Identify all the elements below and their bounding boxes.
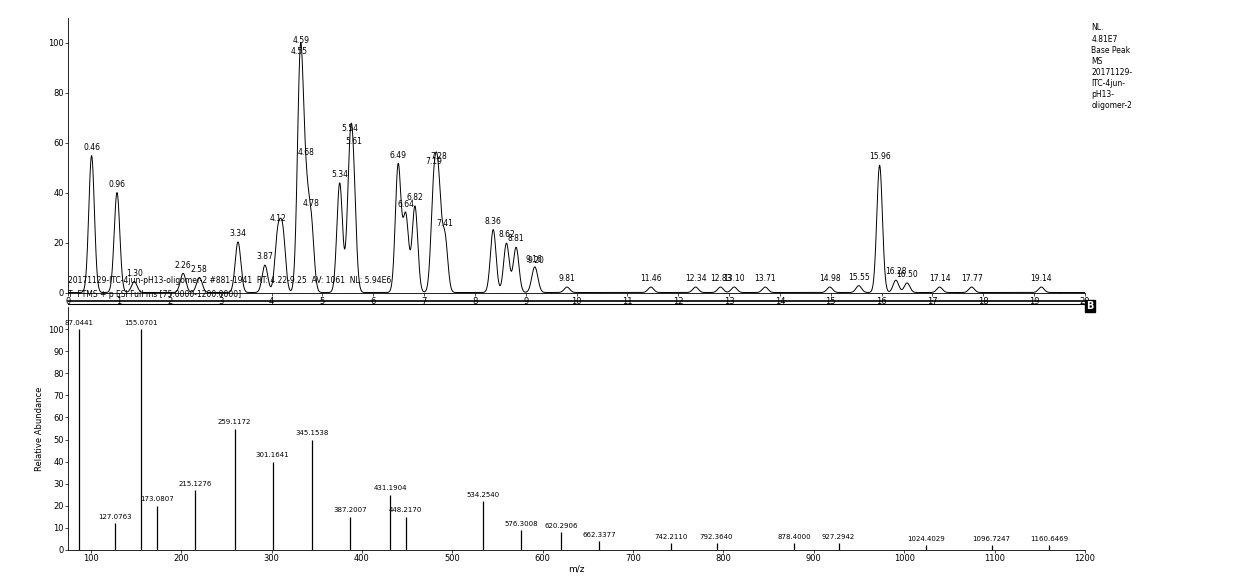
Text: 15.96: 15.96: [869, 153, 890, 161]
Text: 3.34: 3.34: [229, 229, 247, 238]
Text: 12.34: 12.34: [684, 274, 707, 283]
Text: 16.50: 16.50: [897, 270, 918, 279]
Text: 6.64: 6.64: [397, 199, 414, 209]
Text: 431.1904: 431.1904: [373, 486, 407, 491]
Text: T  FTMS + p ESI Full ms [75.0000-1200.0000]: T FTMS + p ESI Full ms [75.0000-1200.000…: [68, 290, 242, 299]
Text: 742.2110: 742.2110: [655, 534, 688, 540]
Text: NL.
4.81E7
Base Peak
MS
20171129-
ITC-4jun-
pH13-
oligomer-2: NL. 4.81E7 Base Peak MS 20171129- ITC-4j…: [1091, 23, 1132, 110]
Text: 215.1276: 215.1276: [179, 481, 212, 487]
Text: 16.28: 16.28: [885, 267, 906, 277]
Text: 14.98: 14.98: [818, 274, 841, 283]
Text: 1024.4029: 1024.4029: [908, 536, 945, 542]
Text: 5.61: 5.61: [345, 137, 362, 146]
Text: 7.41: 7.41: [436, 219, 454, 228]
Text: 6.49: 6.49: [389, 150, 407, 160]
Y-axis label: Relative Abundance: Relative Abundance: [35, 386, 45, 471]
Text: 20171129-ITC-4jun-pH13-oligomer-2 #881-1941  RT: 4.22-9.25  AV: 1061  NL: 5.94E6: 20171129-ITC-4jun-pH13-oligomer-2 #881-1…: [68, 276, 392, 284]
Text: 4.55: 4.55: [291, 47, 308, 56]
Text: 9.20: 9.20: [527, 256, 544, 265]
Text: 11.46: 11.46: [640, 274, 662, 283]
Text: 6.82: 6.82: [407, 193, 423, 202]
Text: 4.59: 4.59: [293, 36, 310, 45]
Text: 1160.6469: 1160.6469: [1030, 536, 1069, 542]
Text: 3.87: 3.87: [257, 252, 273, 261]
Text: 13.10: 13.10: [723, 274, 745, 283]
Text: 8.81: 8.81: [508, 235, 525, 243]
Text: 4.12: 4.12: [269, 214, 286, 223]
Text: 4.78: 4.78: [303, 199, 320, 208]
Text: 1096.7247: 1096.7247: [972, 536, 1011, 542]
Text: 301.1641: 301.1641: [255, 452, 289, 458]
Text: 7.28: 7.28: [430, 152, 446, 161]
Text: B: B: [1086, 301, 1094, 311]
X-axis label: Time (min): Time (min): [552, 307, 601, 316]
Text: 173.0807: 173.0807: [140, 497, 174, 503]
Text: 576.3008: 576.3008: [505, 521, 538, 526]
Text: 5.54: 5.54: [341, 124, 358, 133]
Text: 4.68: 4.68: [298, 149, 315, 157]
Text: 17.77: 17.77: [961, 274, 982, 283]
Text: 387.2007: 387.2007: [334, 507, 367, 514]
Text: 7.19: 7.19: [425, 157, 443, 166]
Text: 13.71: 13.71: [754, 274, 776, 283]
Text: 15.55: 15.55: [848, 273, 869, 282]
Text: 448.2170: 448.2170: [389, 507, 422, 514]
Text: 9.81: 9.81: [558, 274, 575, 283]
Text: B: B: [1086, 301, 1094, 311]
Text: 662.3377: 662.3377: [583, 532, 616, 538]
Text: 259.1172: 259.1172: [218, 419, 252, 425]
Text: 155.0701: 155.0701: [124, 320, 157, 326]
Text: 8.36: 8.36: [485, 217, 502, 226]
Text: 8.62: 8.62: [498, 230, 515, 239]
Text: 19.14: 19.14: [1030, 274, 1052, 283]
Text: 792.3640: 792.3640: [699, 534, 733, 540]
Text: 2.26: 2.26: [175, 260, 191, 270]
Text: 345.1538: 345.1538: [295, 430, 329, 436]
Text: 620.2906: 620.2906: [544, 523, 578, 529]
Text: 9.16: 9.16: [526, 255, 542, 264]
Text: 878.4000: 878.4000: [777, 534, 811, 540]
Text: 534.2540: 534.2540: [466, 492, 500, 498]
Text: 2.58: 2.58: [191, 264, 208, 274]
Text: 927.2942: 927.2942: [822, 534, 856, 540]
Text: 127.0763: 127.0763: [98, 514, 133, 520]
Text: 1.30: 1.30: [125, 269, 143, 278]
Text: 12.83: 12.83: [709, 274, 732, 283]
Text: 0.46: 0.46: [83, 143, 100, 152]
Text: 17.14: 17.14: [929, 274, 950, 283]
X-axis label: m/z: m/z: [568, 565, 585, 573]
Text: 5.34: 5.34: [331, 170, 348, 179]
Text: 87.0441: 87.0441: [64, 320, 93, 326]
Text: 0.96: 0.96: [109, 180, 125, 189]
